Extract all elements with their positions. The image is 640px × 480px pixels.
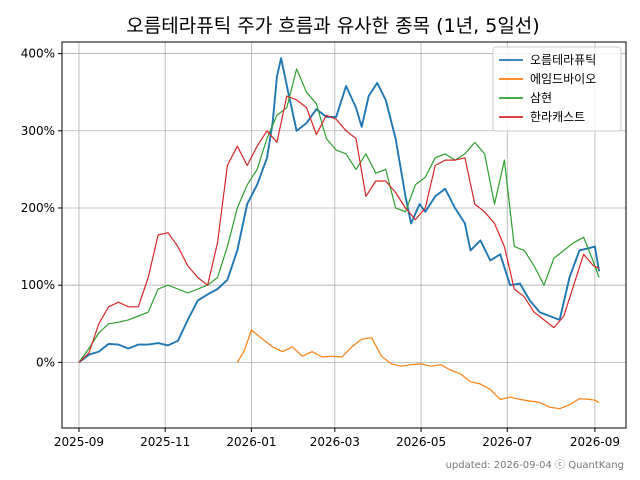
- x-tick-label: 2026-07: [482, 435, 532, 449]
- x-axis: 2025-09 2025-11 2026-01 2026-03 2026-05 2026-…: [54, 428, 620, 449]
- x-tick-label: 2025-09: [54, 435, 104, 449]
- x-tick-label: 2026-01: [226, 435, 276, 449]
- y-tick-label: 400%: [21, 47, 55, 61]
- legend-label: 오름테라퓨틱: [530, 53, 596, 67]
- legend-label: 삼현: [530, 91, 552, 105]
- x-tick-label: 2026-09: [570, 435, 620, 449]
- series-line: [78, 95, 600, 363]
- footnote: updated: 2026-09-04 ⓒ QuantKang: [446, 459, 624, 471]
- legend-label: 한라캐스트: [530, 110, 585, 124]
- series-line: [78, 68, 600, 363]
- plot-frame: [61, 41, 627, 429]
- series-layer: [78, 57, 601, 410]
- legend-box: [492, 46, 622, 132]
- y-tick-label: 200%: [21, 201, 55, 215]
- y-axis: 0% 100% 200% 300% 400%: [21, 47, 62, 369]
- legend-label: 에임드바이오: [530, 72, 596, 86]
- series-line: [236, 329, 600, 410]
- x-tick-label: 2026-05: [396, 435, 446, 449]
- x-tick-label: 2025-11: [140, 435, 190, 449]
- chart-title: 오름테라퓨틱 주가 흐름과 유사한 종목 (1년, 5일선): [126, 15, 539, 37]
- y-tick-label: 0%: [36, 355, 55, 369]
- x-tick-label: 2026-03: [310, 435, 360, 449]
- y-tick-label: 300%: [21, 124, 55, 138]
- y-tick-label: 100%: [21, 278, 55, 292]
